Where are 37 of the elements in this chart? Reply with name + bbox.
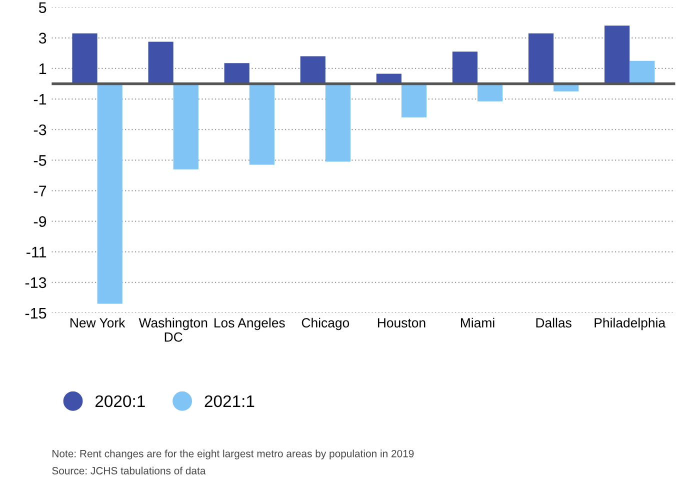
bar	[401, 84, 427, 118]
x-tick-label: New York	[70, 318, 126, 328]
x-tick-label: Houston	[378, 318, 426, 328]
bar	[325, 84, 351, 162]
x-tick-label: Dallas	[536, 318, 572, 328]
y-tick-label: -11	[26, 246, 46, 258]
bar	[97, 84, 122, 304]
source-note: Source: JCHS tabulations of data	[52, 466, 206, 474]
bar	[604, 26, 630, 84]
bar	[249, 84, 274, 165]
y-tick-label: -5	[34, 155, 46, 166]
x-tick-label: Washington DC	[138, 318, 208, 342]
x-tick-label: Chicago	[302, 318, 350, 330]
y-tick-label: -1	[34, 94, 46, 105]
legend-label: 2020:1	[96, 395, 145, 408]
bar	[148, 42, 174, 84]
bar	[630, 60, 655, 84]
x-tick-label: Miami	[461, 318, 494, 328]
y-tick-label: 3	[38, 32, 46, 44]
y-tick-label: -13	[25, 277, 46, 288]
bar	[528, 33, 554, 84]
x-tick-label: Los Angeles	[214, 318, 285, 330]
y-tick-label: -3	[34, 124, 46, 136]
legend-label: 2021:1	[204, 395, 254, 408]
bar	[300, 56, 326, 84]
x-tick-label: Philadelphia	[594, 318, 666, 330]
bar	[224, 63, 250, 84]
bar	[452, 52, 478, 84]
y-tick-label: -7	[34, 186, 46, 196]
y-tick-label: -15	[25, 308, 46, 319]
bar	[173, 84, 198, 170]
bar	[72, 33, 98, 84]
y-tick-label: -9	[34, 216, 46, 227]
text: Note: Rent changes are for the eight largest metro areas by population in 2019	[52, 450, 414, 460]
y-tick-label: 5	[38, 2, 46, 14]
y-tick-label: 1	[39, 63, 46, 74]
bar	[478, 84, 503, 102]
